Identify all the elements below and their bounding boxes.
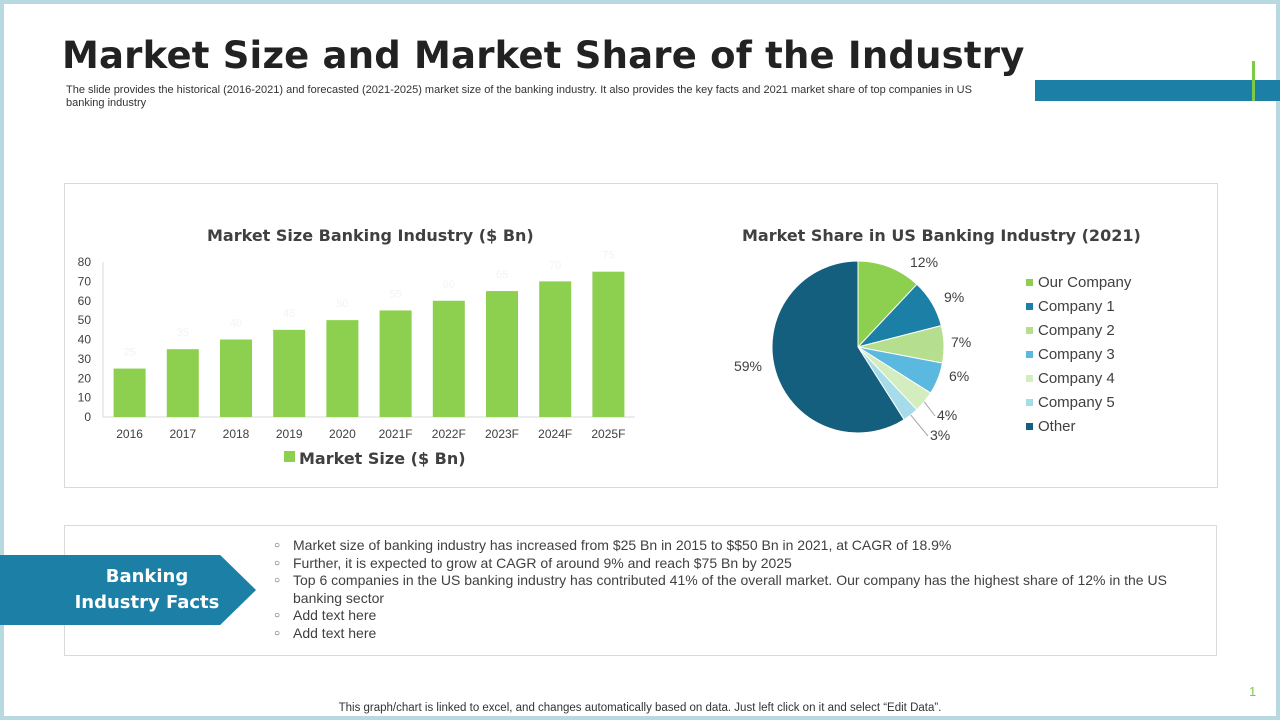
bar-value-label: 25 — [123, 347, 135, 359]
pie-legend-swatch — [1026, 374, 1033, 382]
pie-value-label: 7% — [951, 334, 971, 350]
bar-value-label: 35 — [177, 327, 189, 339]
bar — [486, 291, 518, 417]
bar-value-label: 55 — [389, 288, 401, 300]
x-tick-label: 2023F — [485, 427, 519, 441]
pie-legend-item: Company 1 — [1026, 294, 1131, 318]
pie-value-label: 12% — [910, 254, 938, 270]
bar — [326, 320, 359, 417]
pie-chart-title: Market Share in US Banking Industry (202… — [742, 226, 1141, 245]
bar-value-label: 65 — [496, 269, 508, 281]
pie-legend-swatch — [1026, 302, 1033, 310]
x-tick-label: 2025F — [591, 427, 625, 441]
y-tick-label: 10 — [78, 391, 92, 405]
x-tick-label: 2021F — [379, 427, 413, 441]
bar — [539, 281, 572, 417]
bar-value-label: 60 — [443, 279, 455, 291]
pie-legend-label: Company 4 — [1038, 369, 1115, 387]
pie-legend-label: Our Company — [1038, 273, 1132, 291]
pie-legend-swatch — [1026, 278, 1033, 286]
facts-list: Market size of banking industry has incr… — [274, 537, 1174, 642]
bar-value-label: 75 — [602, 250, 614, 262]
bar-chart-title: Market Size Banking Industry ($ Bn) — [207, 226, 534, 245]
pie-legend-item: Our Company — [1026, 270, 1131, 294]
pie-legend-item: Company 2 — [1026, 318, 1131, 342]
fact-item: Add text here — [274, 607, 1174, 625]
y-tick-label: 70 — [78, 274, 92, 288]
pie-slice — [857, 260, 918, 349]
pie-legend-item: Company 5 — [1026, 390, 1131, 414]
y-tick-label: 60 — [78, 294, 92, 308]
x-tick-label: 2024F — [538, 427, 572, 441]
page-number: 1 — [1249, 684, 1257, 699]
pie-legend-label: Company 2 — [1038, 321, 1115, 339]
chart-panel — [64, 183, 1218, 488]
fact-item: Market size of banking industry has incr… — [274, 537, 1174, 555]
bar — [432, 300, 465, 417]
x-tick-label: 2018 — [223, 427, 250, 441]
x-tick-label: 2020 — [329, 427, 356, 441]
pie-legend-label: Other — [1038, 417, 1076, 435]
accent-bar — [1035, 80, 1280, 101]
x-tick-label: 2022F — [432, 427, 466, 441]
bar — [379, 310, 412, 417]
pie-legend-swatch — [1026, 398, 1033, 406]
legend-swatch — [284, 451, 295, 462]
bar — [592, 271, 625, 417]
y-tick-label: 20 — [78, 371, 92, 385]
pie-value-label: 4% — [937, 407, 957, 423]
bar-value-label: 45 — [283, 308, 295, 320]
x-tick-label: 2017 — [169, 427, 196, 441]
pie-legend: Our Company Company 1 Company 2 Company 3 Co… — [1026, 270, 1131, 438]
pie-legend-swatch — [1026, 350, 1033, 358]
bar-value-label: 70 — [549, 259, 561, 271]
fact-item: Further, it is expected to grow at CAGR … — [274, 555, 1174, 573]
bar — [113, 368, 146, 417]
fact-item: Add text here — [274, 625, 1174, 643]
pie-value-label: 59% — [734, 358, 762, 374]
pie-legend-item: Company 4 — [1026, 366, 1131, 390]
pie-value-label: 6% — [949, 368, 969, 384]
accent-line — [1252, 61, 1255, 101]
facts-tag — [0, 555, 256, 625]
y-tick-label: 50 — [78, 313, 92, 327]
page-title: Market Size and Market Share of the Indu… — [62, 34, 1025, 77]
y-tick-label: 80 — [78, 255, 92, 269]
pie-slice — [771, 260, 905, 434]
bar — [166, 349, 199, 417]
pie-value-label: 3% — [930, 427, 950, 443]
fact-item: Top 6 companies in the US banking indust… — [274, 572, 1174, 607]
page-subtitle: The slide provides the historical (2016-… — [66, 84, 972, 109]
facts-tag-label: Banking Industry Facts — [74, 566, 220, 613]
footer-note: This graph/chart is linked to excel, and… — [338, 702, 942, 714]
x-tick-label: 2019 — [276, 427, 303, 441]
pie-legend-label: Company 1 — [1038, 297, 1115, 315]
pie-leader-line — [923, 401, 936, 417]
bar — [220, 339, 252, 417]
pie-legend-swatch — [1026, 422, 1033, 430]
bar-value-label: 50 — [336, 298, 348, 310]
pie-legend-label: Company 3 — [1038, 345, 1115, 363]
pie-leader-line — [910, 414, 929, 437]
bar — [273, 329, 306, 417]
y-tick-label: 30 — [78, 352, 92, 366]
pie-value-label: 9% — [944, 289, 964, 305]
pie-legend-item: Company 3 — [1026, 342, 1131, 366]
legend-label: Market Size ($ Bn) — [299, 449, 466, 468]
y-tick-label: 40 — [78, 333, 92, 347]
bar-value-label: 40 — [230, 318, 242, 330]
pie-legend-swatch — [1026, 326, 1033, 334]
x-tick-label: 2016 — [116, 427, 143, 441]
pie-legend-item: Other — [1026, 414, 1131, 438]
y-tick-label: 0 — [84, 410, 91, 424]
pie-legend-label: Company 5 — [1038, 393, 1115, 411]
